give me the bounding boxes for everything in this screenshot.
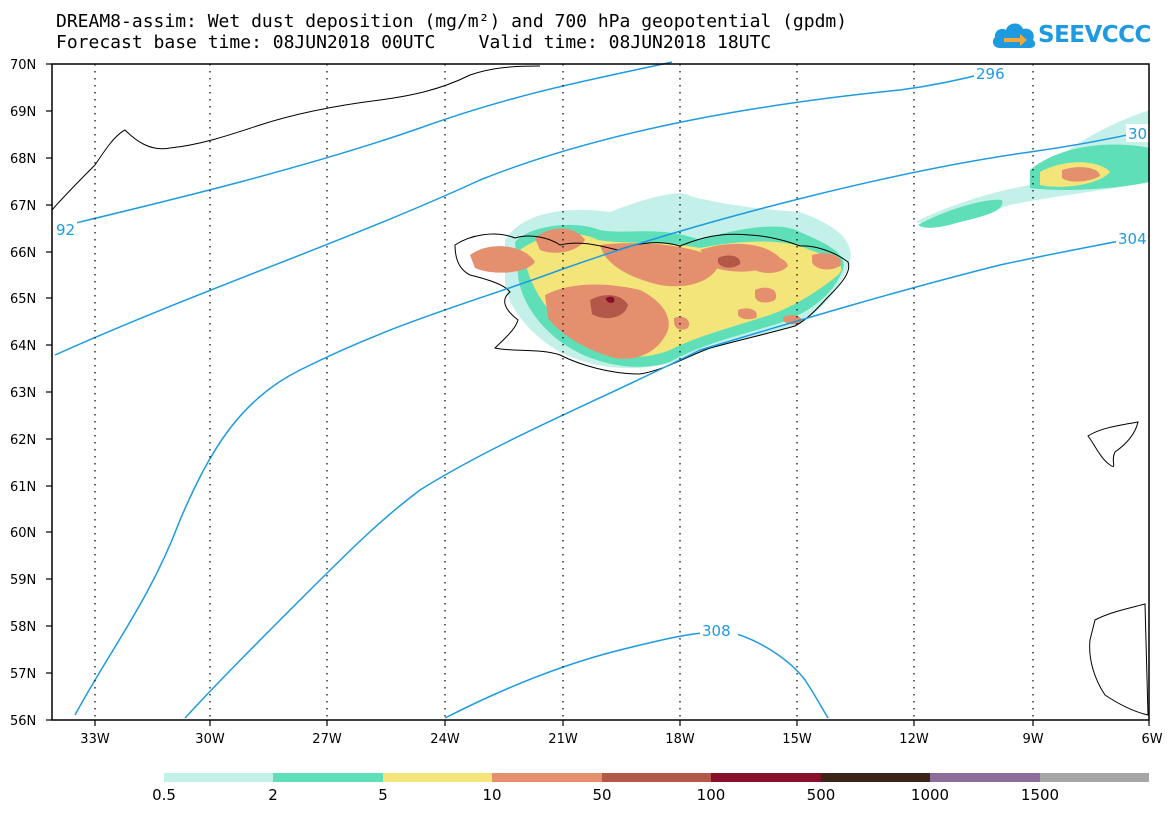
contour-308 — [444, 630, 829, 719]
legend-swatch-1 — [273, 773, 383, 782]
legend-swatch-3 — [492, 773, 602, 782]
dust-area-10-ne — [1062, 167, 1100, 182]
contour-296 — [54, 71, 991, 356]
lon-label: 30W — [195, 732, 225, 747]
scotland-coast — [1089, 603, 1149, 716]
contour-labels: 296 30 92 304 308 — [55, 64, 1150, 640]
forecast-times: Forecast base time: 08JUN2018 00UTC Vali… — [56, 32, 772, 53]
lon-label: 33W — [80, 732, 110, 747]
contour-label-300: 30 — [1128, 125, 1147, 143]
chart-title: DREAM8-assim: Wet dust deposition (mg/m²… — [56, 11, 848, 32]
contour-292 — [54, 61, 673, 229]
legend-swatch-4 — [602, 773, 711, 782]
dust-area-10-f — [750, 255, 788, 274]
cloud-icon — [992, 23, 1036, 48]
lon-label: 18W — [665, 732, 695, 747]
lat-label: 68N — [10, 152, 36, 167]
legend-swatch-6 — [821, 773, 930, 782]
legend-swatch-8 — [1040, 773, 1149, 782]
contour-304 — [184, 234, 1151, 719]
legend-swatch-5 — [711, 773, 821, 782]
contour-label-304: 304 — [1118, 230, 1147, 248]
greenland-coast — [51, 65, 541, 211]
lat-label: 59N — [10, 573, 36, 588]
dust-area-10-i — [738, 308, 757, 320]
lat-label: 70N — [10, 58, 36, 73]
dust-area-50-b — [718, 255, 741, 268]
lat-label: 58N — [10, 620, 36, 635]
map-frame — [51, 63, 1150, 721]
contour-label-292: 92 — [56, 221, 75, 239]
lon-label: 6W — [1141, 732, 1162, 747]
lon-label: 24W — [430, 732, 460, 747]
lat-label: 61N — [10, 480, 36, 495]
color-legend: 0.5 2 5 10 50 100 500 1000 1500 — [152, 773, 1149, 804]
lon-label: 15W — [782, 732, 812, 747]
dust-area-10-b — [535, 228, 585, 253]
legend-label: 50 — [592, 786, 611, 804]
lat-label: 65N — [10, 292, 36, 307]
lon-gridlines — [94, 64, 1034, 720]
faroe-islands — [1087, 421, 1139, 467]
dust-deposition-field — [470, 110, 1150, 369]
lat-label: 66N — [10, 246, 36, 261]
lat-axis: 70N 69N 68N 67N 66N 65N 64N 63N 62N 61N … — [10, 58, 52, 729]
legend-label: 500 — [807, 786, 836, 804]
dust-area-50 — [590, 295, 628, 319]
dust-area-10-h — [755, 287, 777, 303]
seevccc-logo: SEEVCCC — [990, 16, 1151, 60]
dust-area-10-d — [600, 243, 720, 287]
legend-swatch-0 — [164, 773, 273, 782]
dust-area-10-g — [812, 253, 841, 270]
lon-label: 12W — [899, 732, 929, 747]
coastlines — [51, 65, 1149, 716]
dust-area-2-ne2 — [918, 199, 1003, 228]
lon-label: 9W — [1022, 732, 1043, 747]
legend-swatch-7 — [930, 773, 1040, 782]
contour-300 — [74, 129, 1151, 716]
contour-label-296: 296 — [976, 65, 1005, 83]
lat-label: 60N — [10, 526, 36, 541]
legend-label: 0.5 — [152, 786, 176, 804]
dust-area-0.5-ne — [915, 110, 1150, 224]
lat-label: 57N — [10, 667, 36, 682]
dust-area-10 — [545, 284, 669, 359]
legend-label: 10 — [482, 786, 501, 804]
logo-text: SEEVCCC — [1038, 22, 1151, 48]
lat-label: 63N — [10, 386, 36, 401]
dust-area-10-c — [470, 246, 535, 273]
legend-label: 1500 — [1021, 786, 1059, 804]
geopotential-contours — [54, 61, 1151, 719]
legend-swatch-2 — [383, 773, 492, 782]
lon-label: 27W — [312, 732, 342, 747]
legend-label: 100 — [697, 786, 726, 804]
legend-label: 2 — [268, 786, 278, 804]
contour-label-308: 308 — [702, 622, 731, 640]
lat-label: 56N — [10, 714, 36, 729]
lon-axis: 33W 30W 27W 24W 21W 18W 15W 12W 9W 6W — [80, 720, 1163, 747]
legend-label: 5 — [378, 786, 388, 804]
lat-label: 69N — [10, 105, 36, 120]
legend-label: 1000 — [911, 786, 949, 804]
lat-label: 67N — [10, 199, 36, 214]
lon-label: 21W — [548, 732, 578, 747]
lat-label: 64N — [10, 339, 36, 354]
lat-label: 62N — [10, 433, 36, 448]
dust-area-10-k — [674, 316, 690, 330]
dust-area-100 — [606, 296, 615, 303]
